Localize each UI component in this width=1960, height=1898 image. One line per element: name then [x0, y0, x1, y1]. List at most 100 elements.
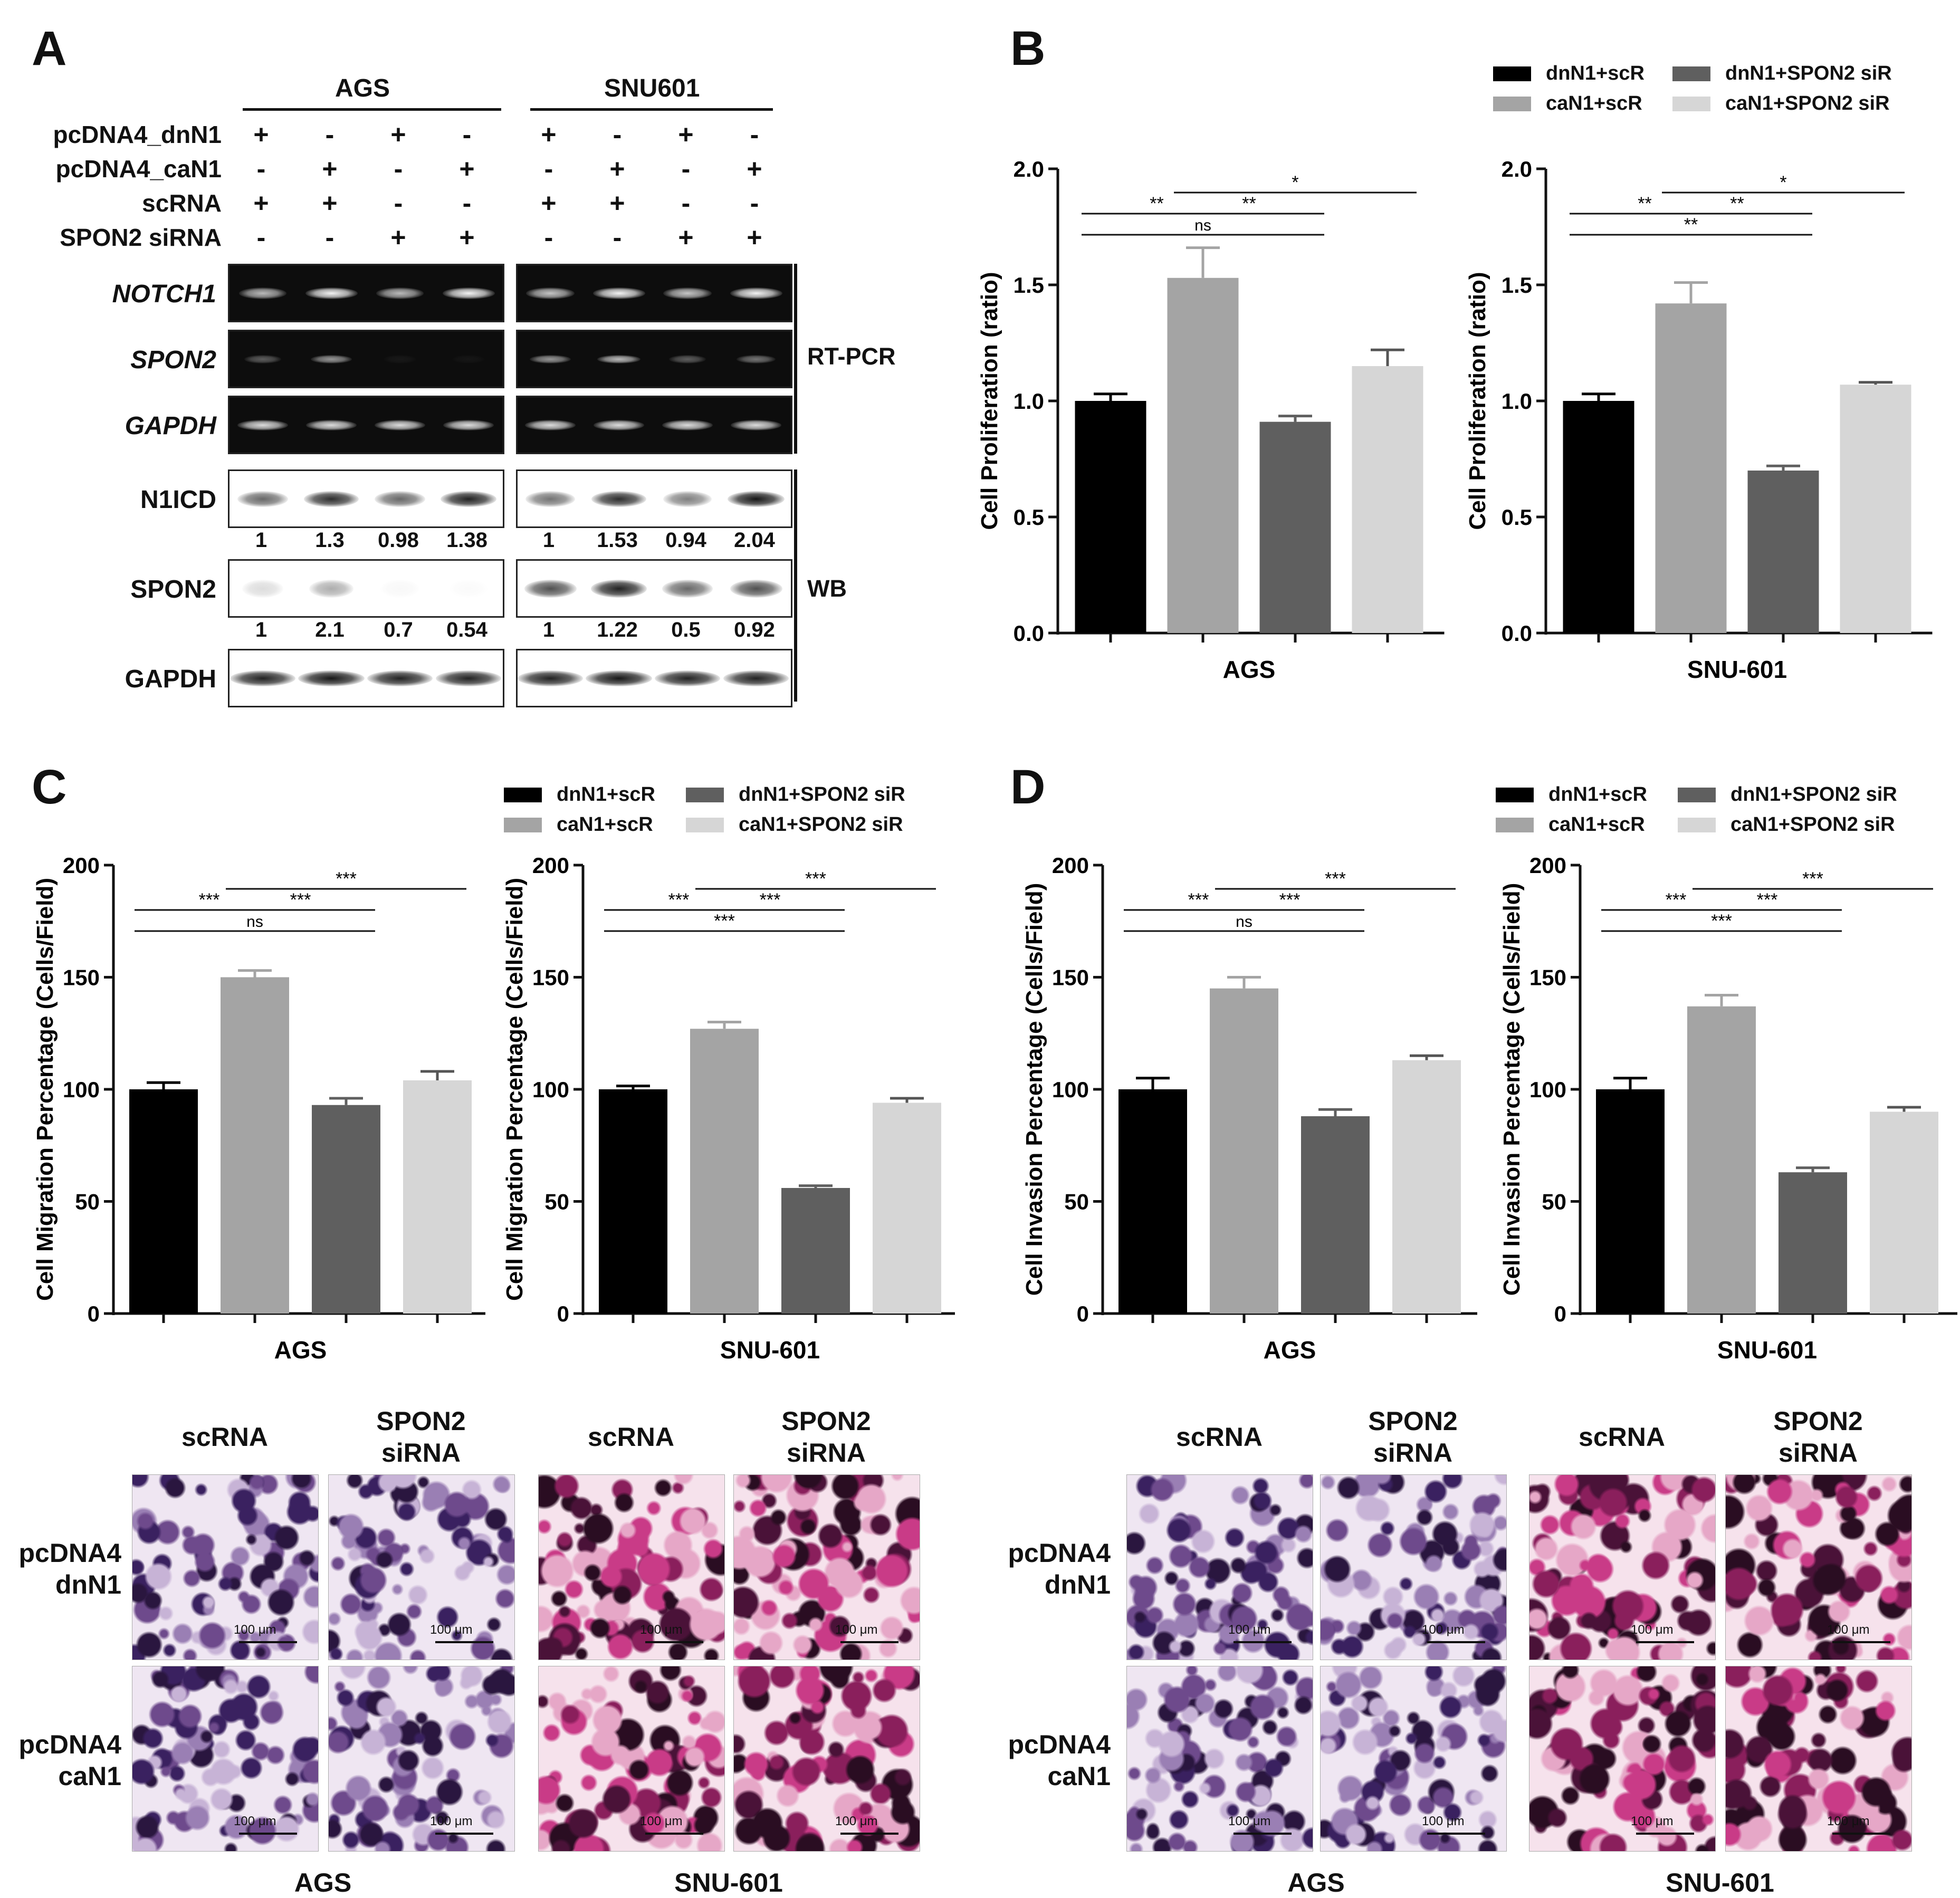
micro-line-snu601: SNU-601	[1666, 1868, 1774, 1897]
cell-line-ags-header: AGS	[335, 74, 390, 102]
scale-bar	[840, 1833, 898, 1835]
micrograph: 100 μm	[132, 1666, 319, 1852]
gel-label-gapdh_pcr: GAPDH	[125, 412, 216, 440]
band	[663, 287, 712, 299]
micrograph: 100 μm	[1529, 1474, 1716, 1660]
scale-bar-label: 100 μm	[1827, 1623, 1870, 1637]
micro-line-ags: AGS	[1287, 1868, 1345, 1897]
sign-snu601: -	[681, 188, 691, 218]
y-tick-label: 150	[1052, 965, 1089, 990]
sign-snu601: +	[541, 188, 557, 218]
gel-spon2_wb-ags	[228, 559, 504, 618]
row-label-dnn1: dnN1	[55, 1570, 121, 1599]
band	[525, 491, 575, 507]
sign-ags: +	[322, 154, 338, 184]
significance-label: ns	[1236, 913, 1253, 931]
micrograph: 100 μm	[733, 1474, 920, 1660]
band	[530, 354, 571, 363]
micrograph: 100 μm	[1725, 1666, 1912, 1852]
band	[586, 670, 652, 686]
significance-label: **	[1684, 215, 1698, 235]
legend-label: caN1+SPON2 siR	[1725, 92, 1890, 114]
sign-ags: -	[394, 154, 403, 184]
y-tick-label: 200	[1529, 853, 1566, 878]
bar-dnN1+scR	[1563, 401, 1634, 633]
chart-b-snu601: 0.0 0.5 1.0 1.5 2.0 Cell Proliferation (ratio…	[1465, 157, 1933, 683]
y-tick-label: 2.0	[1014, 157, 1044, 181]
legend-swatch	[1672, 97, 1710, 111]
bar-caN1+SPON2 siR	[1392, 1060, 1461, 1314]
sign-ags: -	[325, 223, 334, 252]
micrograph: 100 μm	[132, 1474, 319, 1660]
band	[237, 419, 288, 430]
band	[367, 670, 433, 686]
sign-snu601: +	[609, 188, 625, 218]
micrograph: 100 μm	[1126, 1666, 1313, 1852]
gel-label-gapdh_wb: GAPDH	[125, 665, 216, 693]
band	[594, 419, 644, 430]
band	[731, 419, 781, 430]
y-tick-label: 1.0	[1014, 389, 1044, 414]
y-tick-label: 50	[544, 1190, 569, 1214]
band	[384, 354, 416, 363]
ratio-ags: 2.1	[315, 618, 345, 641]
band	[662, 419, 713, 430]
band	[440, 491, 497, 507]
y-tick-label: 100	[1529, 1077, 1566, 1102]
panel-letter-d: D	[1010, 760, 1046, 814]
snu601-header-rule	[530, 108, 773, 111]
legend-label: dnN1+SPON2 siR	[739, 783, 905, 806]
sign-ags: -	[462, 120, 472, 149]
row-label-dnn1-top: pcDNA4	[18, 1538, 121, 1568]
ratio-ags: 1.3	[315, 529, 345, 552]
ratio-snu601: 0.94	[665, 529, 706, 552]
y-tick-label: 0	[88, 1301, 100, 1326]
significance-label: ***	[668, 890, 690, 910]
scale-bar-label: 100 μm	[1422, 1814, 1465, 1828]
band	[311, 354, 352, 363]
rt-pcr-bracket	[794, 264, 797, 454]
bar-dnN1+SPON2 siR	[1779, 1172, 1847, 1314]
x-axis-label: SNU-601	[1717, 1336, 1817, 1364]
bar-dnN1+SPON2 siR	[1301, 1116, 1370, 1314]
bar-dnN1+scR	[129, 1089, 198, 1314]
y-tick-label: 150	[63, 965, 100, 990]
bar-dnN1+SPON2 siR	[1747, 471, 1819, 633]
legend-swatch	[1678, 788, 1716, 802]
gel-n1icd-snu	[516, 469, 792, 528]
scale-bar	[1832, 1641, 1890, 1643]
legend-swatch	[504, 818, 542, 832]
bar-dnN1+scR	[599, 1089, 667, 1314]
y-axis-label: Cell Invasion Percentage (Cells/Field)	[1021, 883, 1047, 1296]
band	[662, 579, 713, 598]
band	[436, 670, 501, 686]
sign-snu601: -	[544, 154, 553, 184]
legend-swatch	[1493, 97, 1531, 111]
significance-label: ***	[1757, 890, 1778, 910]
y-tick-label: 0.5	[1502, 505, 1532, 530]
y-tick-label: 0	[1077, 1301, 1089, 1326]
row-label-can1-top: pcDNA4	[18, 1730, 121, 1759]
legend-swatch	[1672, 66, 1710, 81]
band	[305, 287, 358, 299]
bar-caN1+scR	[1167, 277, 1239, 633]
significance-label: *	[1780, 172, 1786, 193]
micrograph: 100 μm	[733, 1666, 920, 1852]
band	[518, 670, 583, 686]
scale-bar	[645, 1641, 703, 1643]
band	[730, 287, 782, 299]
scale-bar	[239, 1641, 297, 1643]
micrograph: 100 μm	[538, 1666, 725, 1852]
scale-bar	[1234, 1641, 1292, 1643]
y-tick-label: 150	[1529, 965, 1566, 990]
ratio-ags: 1	[255, 618, 267, 641]
legend-label: dnN1+scR	[557, 783, 655, 806]
row-label-can1-top: pcDNA4	[1008, 1730, 1111, 1759]
column-header-spon2: SPON2	[781, 1406, 871, 1436]
treatment-label-1: pcDNA4_caN1	[55, 155, 222, 183]
sign-snu601: +	[609, 154, 625, 184]
scale-bar	[1427, 1833, 1485, 1835]
band	[298, 670, 365, 686]
